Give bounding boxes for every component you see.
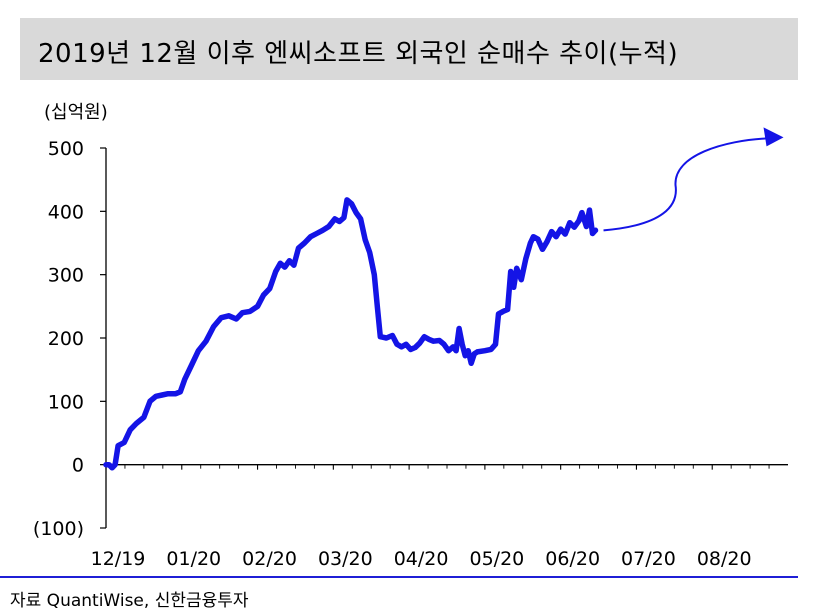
series-line <box>103 197 599 471</box>
x-tick-label: 12/19 <box>91 548 146 570</box>
y-tick-label: 500 <box>48 138 84 160</box>
chart-title: 2019년 12월 이후 엔씨소프트 외국인 순매수 추이(누적) <box>38 39 679 69</box>
y-axis-unit-label: (십억원) <box>44 102 108 123</box>
x-tick-label: 03/20 <box>318 548 373 570</box>
x-tick-label: 07/20 <box>621 548 676 570</box>
chart-title-bar: 2019년 12월 이후 엔씨소프트 외국인 순매수 추이(누적) <box>20 18 798 80</box>
chart-axes <box>100 147 788 529</box>
trend-arrow-curve <box>603 137 769 232</box>
chart-series <box>103 197 599 471</box>
y-tick-label: 300 <box>48 265 84 287</box>
x-tick-label: 02/20 <box>242 548 297 570</box>
x-tick-label: 05/20 <box>470 548 525 570</box>
y-tick-label: (100) <box>33 518 84 540</box>
x-tick-label: 06/20 <box>545 548 600 570</box>
y-tick-label: 0 <box>72 455 84 477</box>
y-tick-label: 400 <box>48 201 84 223</box>
footer-divider <box>0 576 798 578</box>
source-note: 자료 QuantiWise, 신한금융투자 <box>10 591 249 611</box>
trend-arrow-head <box>763 127 784 147</box>
x-tick-label: 08/20 <box>697 548 752 570</box>
y-tick-label: 200 <box>48 328 84 350</box>
trend-arrow-annotation <box>603 127 784 232</box>
y-tick-label: 100 <box>48 391 84 413</box>
chart-tick-labels: (100) 0 100 200 300 400 500 12/19 01/20 02/20 03/2… <box>33 138 752 570</box>
x-tick-label: 01/20 <box>166 548 221 570</box>
x-tick-label: 04/20 <box>394 548 449 570</box>
